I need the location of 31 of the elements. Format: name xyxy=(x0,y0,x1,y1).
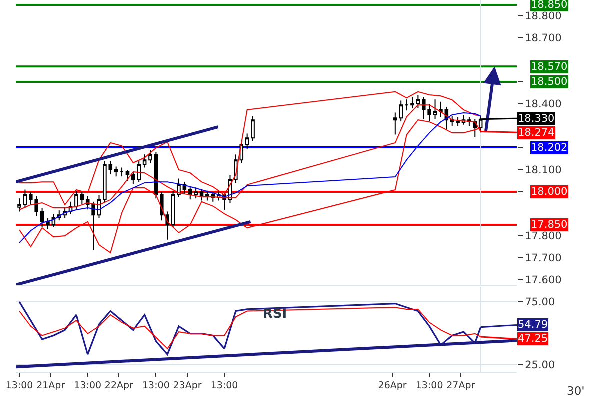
x-tick-label: 26Apr xyxy=(378,380,407,392)
y-tick-label: 25.00 xyxy=(525,360,556,372)
y-tick-label: 18.400 xyxy=(525,98,562,111)
ref-line-label: 18.202 xyxy=(531,142,568,154)
x-tick-label: 13:00 xyxy=(74,380,102,392)
y-tick-label: 18.800 xyxy=(525,10,562,23)
x-tick-label: 13:00 xyxy=(142,380,170,392)
x-tick-label: 13:00 xyxy=(210,380,238,392)
y-tick-label: 18.700 xyxy=(525,32,562,45)
y-tick-label: 75.00 xyxy=(525,296,556,309)
x-axis-title: 30' xyxy=(567,384,585,398)
y-tick-label: 17.700 xyxy=(525,252,562,265)
ref-line-label: 18.500 xyxy=(531,76,568,88)
ref-line-label: 17.850 xyxy=(531,219,568,231)
x-tick-label: 27Apr xyxy=(446,380,476,392)
text: 18.330 xyxy=(518,113,555,125)
y-tick-label: 17.600 xyxy=(525,274,562,287)
data-label: 18.274 xyxy=(518,127,556,139)
text: RSI xyxy=(262,306,288,322)
x-tick-label: 13:00 xyxy=(416,380,444,392)
ref-line-label: 18.000 xyxy=(531,186,568,198)
x-tick-label: 13:00 xyxy=(6,380,34,392)
data-label: 47.25 xyxy=(518,333,548,345)
ref-line-label: 18.850 xyxy=(531,0,568,11)
data-label: 54.79 xyxy=(518,319,548,331)
y-tick-label: 18.100 xyxy=(525,164,562,177)
x-tick-label: 23Apr xyxy=(173,380,202,392)
y-tick-label: 17.800 xyxy=(525,230,562,243)
x-tick-label: 21Apr xyxy=(36,380,66,392)
x-tick-label: 22Apr xyxy=(104,380,134,392)
ref-line-label: 18.570 xyxy=(531,61,568,73)
